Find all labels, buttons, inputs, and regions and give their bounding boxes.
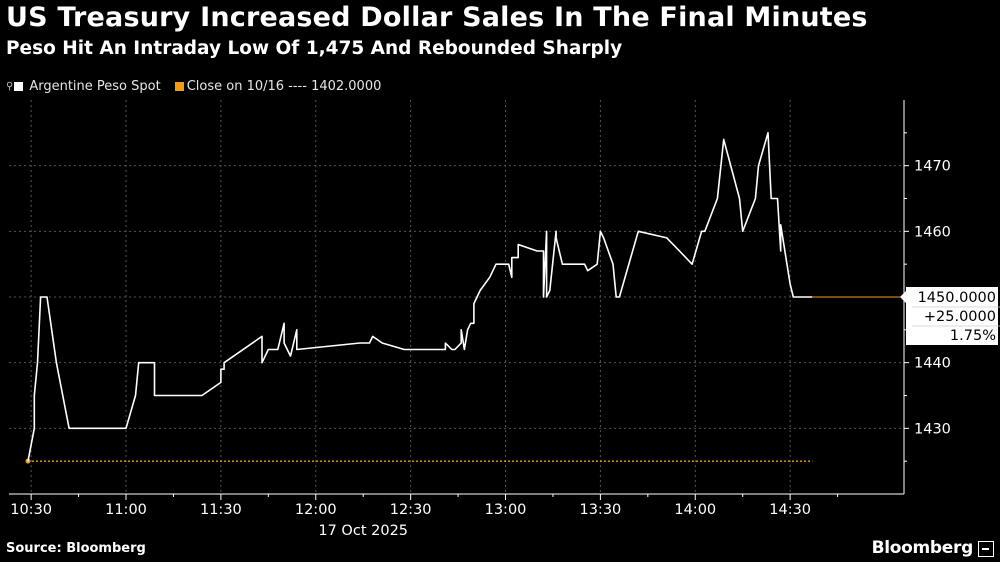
last-change-text: +25.0000 xyxy=(924,309,996,325)
x-tick-label: 12:30 xyxy=(390,502,432,518)
legend-series-symbol: ⚲ xyxy=(6,81,26,92)
x-date-label: 17 Oct 2025 xyxy=(318,523,408,539)
last-value-text: 1450.0000 xyxy=(918,290,996,306)
chart-subtitle: Peso Hit An Intraday Low Of 1,475 And Re… xyxy=(6,38,623,59)
brand-logo: Bloomberg xyxy=(871,538,974,558)
source-note: Source: Bloomberg xyxy=(6,541,146,556)
pin-icon: ⚲ xyxy=(6,80,14,92)
y-tick-label: 1440 xyxy=(914,356,951,372)
x-tick-label: 13:30 xyxy=(579,502,621,518)
y-tick-label: 1430 xyxy=(914,421,951,437)
y-tick-label: 1470 xyxy=(914,159,951,175)
x-tick-label: 11:00 xyxy=(105,502,147,518)
last-value-pointer xyxy=(900,291,906,303)
x-tick-label: 11:30 xyxy=(200,502,242,518)
x-tick-label: 14:30 xyxy=(769,502,811,518)
series-line-argentine-peso-spot xyxy=(27,132,813,462)
legend-item-close: Close on 10/16 ---- 1402.0000 xyxy=(174,78,382,94)
x-tick-label: 10:30 xyxy=(10,502,52,518)
x-tick-label: 14:00 xyxy=(674,502,716,518)
last-value-box xyxy=(906,287,998,345)
terminal-icon xyxy=(978,541,994,557)
legend-series-swatch xyxy=(14,81,24,91)
y-tick-label: 1460 xyxy=(914,224,951,240)
chart-title: US Treasury Increased Dollar Sales In Th… xyxy=(6,2,868,33)
legend-series-label: Argentine Peso Spot xyxy=(29,78,161,94)
x-tick-label: 13:00 xyxy=(485,502,527,518)
legend: ⚲ Argentine Peso Spot Close on 10/16 ---… xyxy=(6,77,395,95)
legend-close-label: Close on 10/16 ---- 1402.0000 xyxy=(186,78,382,94)
legend-close-swatch xyxy=(174,81,184,91)
legend-item-series: ⚲ Argentine Peso Spot xyxy=(6,79,161,94)
last-change-pct-text: 1.75% xyxy=(950,328,996,344)
x-tick-label: 12:00 xyxy=(295,502,337,518)
